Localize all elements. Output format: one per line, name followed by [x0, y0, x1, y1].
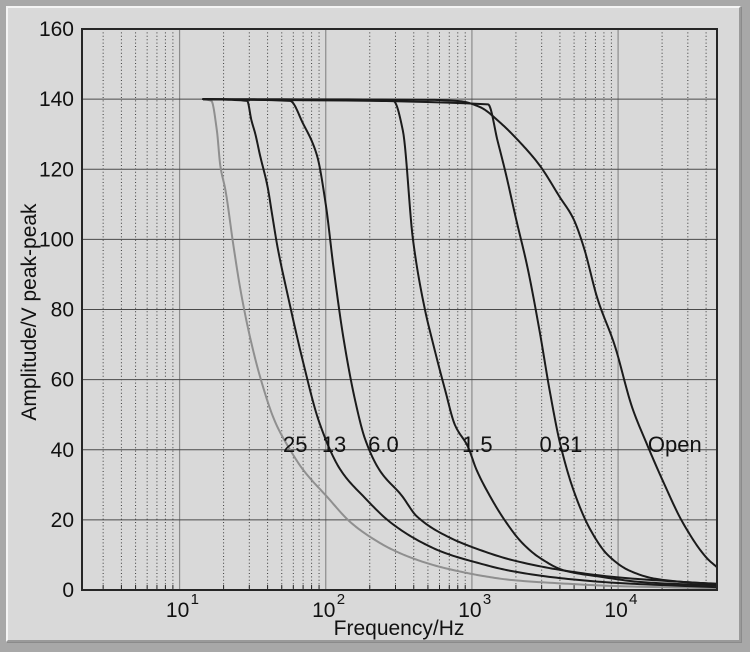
- curve-label-0-31: 0.31: [540, 432, 583, 457]
- curve-label-1-5: 1.5: [462, 432, 493, 457]
- y-tick-label: 20: [51, 509, 74, 532]
- x-tick-label: 10: [312, 599, 335, 622]
- curve-open: [202, 98, 717, 569]
- y-axis-title: Amplitude/V peak-peak: [18, 203, 41, 421]
- y-tick-label: 100: [39, 228, 74, 251]
- y-tick-label: 60: [51, 369, 74, 392]
- x-axis-title: Frequency/Hz: [333, 617, 465, 640]
- x-tick-label: 10: [604, 599, 627, 622]
- plot-border: [81, 28, 718, 591]
- curve-6-0: [202, 98, 717, 586]
- x-tick-label: 10: [166, 599, 189, 622]
- horizontal-gridlines: [82, 98, 717, 521]
- x-tick-exponent: 1: [191, 591, 199, 608]
- curves: [202, 98, 717, 590]
- curve-0-31: [202, 98, 717, 585]
- curve-13: [202, 98, 717, 589]
- curve-label-6-0: 6.0: [368, 432, 399, 457]
- y-tick-label: 80: [51, 299, 74, 322]
- x-tick-exponent: 3: [483, 591, 491, 608]
- curve-label-13: 13: [322, 432, 346, 457]
- y-tick-label: 0: [62, 579, 74, 602]
- curve-1-5: [202, 98, 717, 587]
- x-tick-exponent: 4: [629, 591, 637, 608]
- curve-25: [202, 98, 717, 590]
- y-tick-label: 120: [39, 158, 74, 181]
- x-tick-label: 10: [458, 599, 481, 622]
- curve-label-25: 25: [283, 432, 307, 457]
- y-tick-label: 140: [39, 88, 74, 111]
- curve-label-open: Open: [648, 432, 702, 457]
- y-tick-label: 160: [39, 18, 74, 41]
- x-tick-exponent: 2: [337, 591, 345, 608]
- y-tick-label: 40: [51, 439, 74, 462]
